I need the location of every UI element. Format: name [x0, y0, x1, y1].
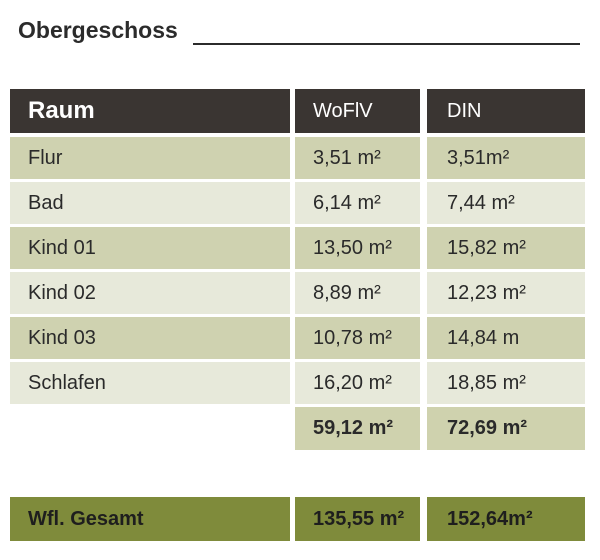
table-cell: Kind 03 [10, 317, 290, 359]
table-cell: 7,44 m² [427, 182, 585, 224]
table-cell: 15,82 m² [427, 227, 585, 269]
header-cell: Raum [10, 89, 290, 133]
grand-total-cell: 135,55 m² [295, 497, 420, 541]
header-cell: WoFlV [295, 89, 420, 133]
table-cell: Kind 02 [10, 272, 290, 314]
grand-total-label: Wfl. Gesamt [10, 497, 290, 541]
table-cell: 3,51m² [427, 137, 585, 179]
grand-total-cell: 152,64m² [427, 497, 585, 541]
table-cell: Flur [10, 137, 290, 179]
table-cell: 13,50 m² [295, 227, 420, 269]
table-cell: Bad [10, 182, 290, 224]
table-cell: 10,78 m² [295, 317, 420, 359]
header-cell: DIN [427, 89, 585, 133]
table-cell: Kind 01 [10, 227, 290, 269]
title: Obergeschoss [18, 17, 178, 43]
title-rule [193, 43, 580, 45]
table-cell: 12,23 m² [427, 272, 585, 314]
table-cell: 8,89 m² [295, 272, 420, 314]
table-cell: 14,84 m [427, 317, 585, 359]
table-cell: 16,20 m² [295, 362, 420, 404]
table-cell: 18,85 m² [427, 362, 585, 404]
total-cell: 72,69 m² [427, 407, 585, 450]
table-cell: 3,51 m² [295, 137, 420, 179]
table-cell: Schlafen [10, 362, 290, 404]
total-cell: 59,12 m² [295, 407, 420, 450]
table-cell: 6,14 m² [295, 182, 420, 224]
